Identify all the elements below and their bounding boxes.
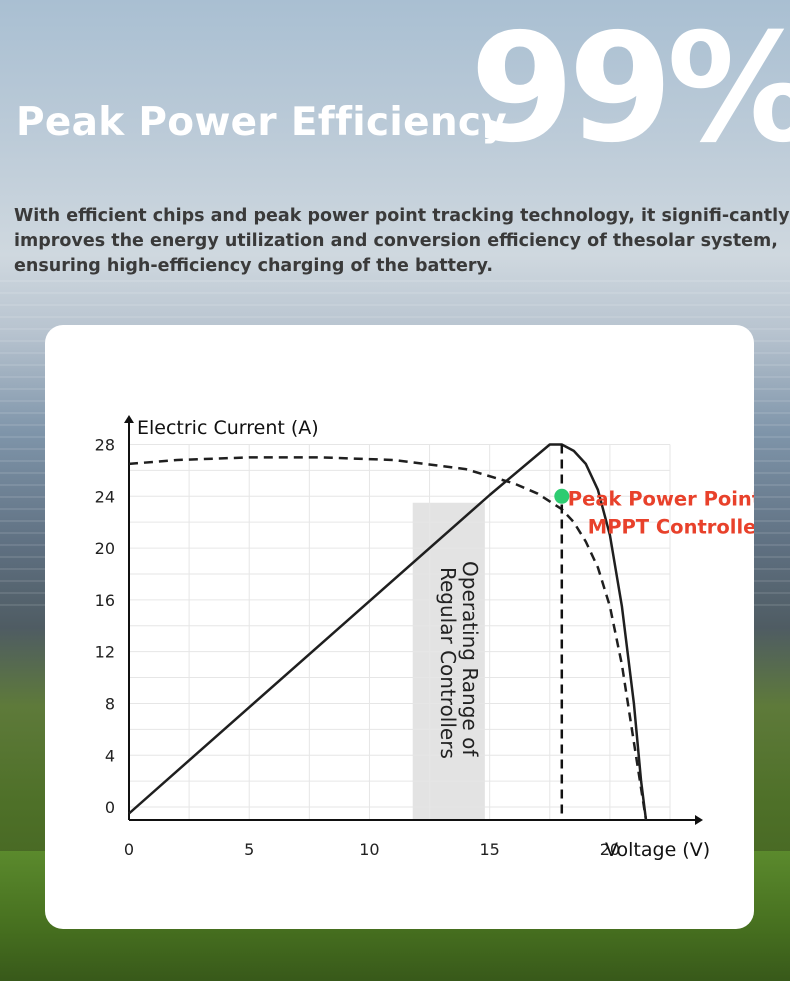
iv-curve-chart: 0 5 10 15 20 0 4 8 12 16 20 24 28 Electric Current (A… [95, 415, 754, 861]
current-curve-solid [128, 443, 648, 821]
y-tick-label: 0 [105, 798, 115, 817]
y-tick-label: 28 [95, 435, 115, 454]
y-axis-arrow [124, 415, 134, 423]
x-axis-arrow [695, 815, 703, 825]
headline: Peak Power Efficiency [16, 100, 508, 145]
chart-card: 0 5 10 15 20 0 4 8 12 16 20 24 28 Electric Current (A… [45, 325, 754, 929]
peak-label-line1: Peak Power Point of [568, 487, 754, 510]
y-tick-label: 16 [95, 591, 115, 610]
y-tick-label: 20 [95, 539, 115, 558]
y-tick-label: 24 [95, 487, 115, 506]
x-tick-label: 20 [600, 840, 620, 859]
x-axis-title: Voltage (V) [605, 839, 710, 861]
x-tick-label: 0 [124, 840, 134, 859]
efficiency-figure: 99% [470, 2, 790, 176]
y-tick-label: 12 [95, 643, 115, 662]
peak-power-point [554, 488, 570, 504]
y-tick-label: 8 [105, 694, 115, 713]
power-curve-dashed [128, 456, 648, 821]
operating-range-shade [412, 502, 485, 820]
x-tick-label: 5 [244, 840, 254, 859]
x-tick-label: 10 [359, 840, 379, 859]
y-tick-label: 4 [105, 746, 115, 765]
x-tick-label: 15 [479, 840, 499, 859]
description: With efficient chips and peak power poin… [14, 206, 790, 276]
operating-range-label-line2: Regular Controllers [436, 567, 460, 759]
operating-range-label-line1: Operating Range of [458, 561, 482, 757]
peak-label-line2: MPPT Controllers [588, 515, 754, 538]
y-axis-title: Electric Current (A) [137, 417, 319, 439]
